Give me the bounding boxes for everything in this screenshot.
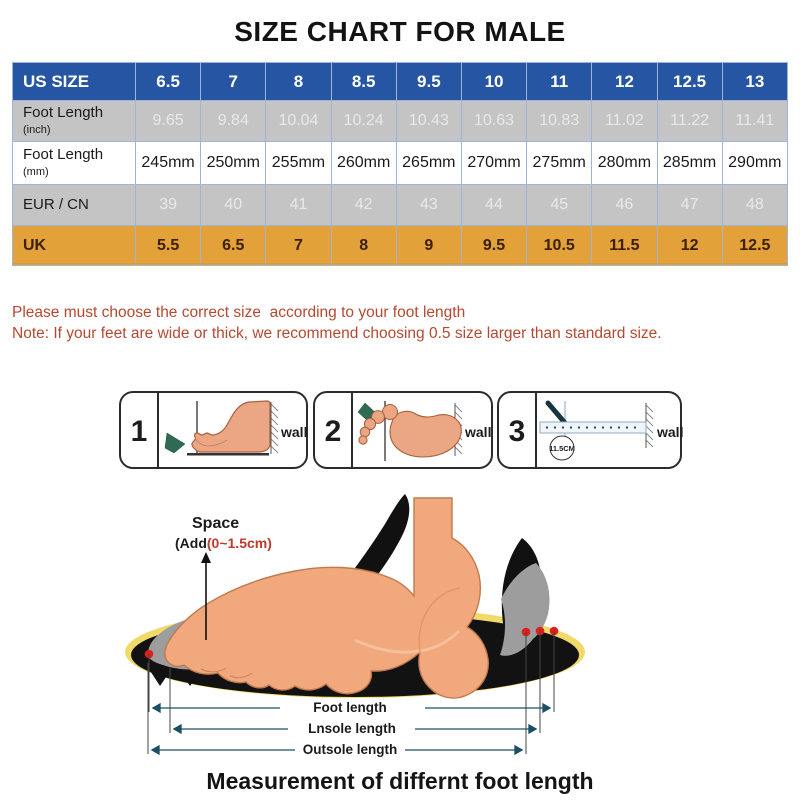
svg-text:Lnsole length: Lnsole length — [308, 721, 396, 736]
svg-text:Foot length: Foot length — [313, 700, 386, 715]
svg-text:Space: Space — [192, 515, 239, 532]
svg-text:Outsole length: Outsole length — [303, 742, 398, 757]
svg-text:wall: wall — [464, 424, 491, 440]
svg-text:11.5CM: 11.5CM — [549, 444, 575, 453]
svg-text:wall: wall — [656, 424, 683, 440]
svg-text:wall: wall — [280, 424, 307, 440]
svg-text:(Add(0~1.5cm): (Add(0~1.5cm) — [175, 535, 272, 551]
